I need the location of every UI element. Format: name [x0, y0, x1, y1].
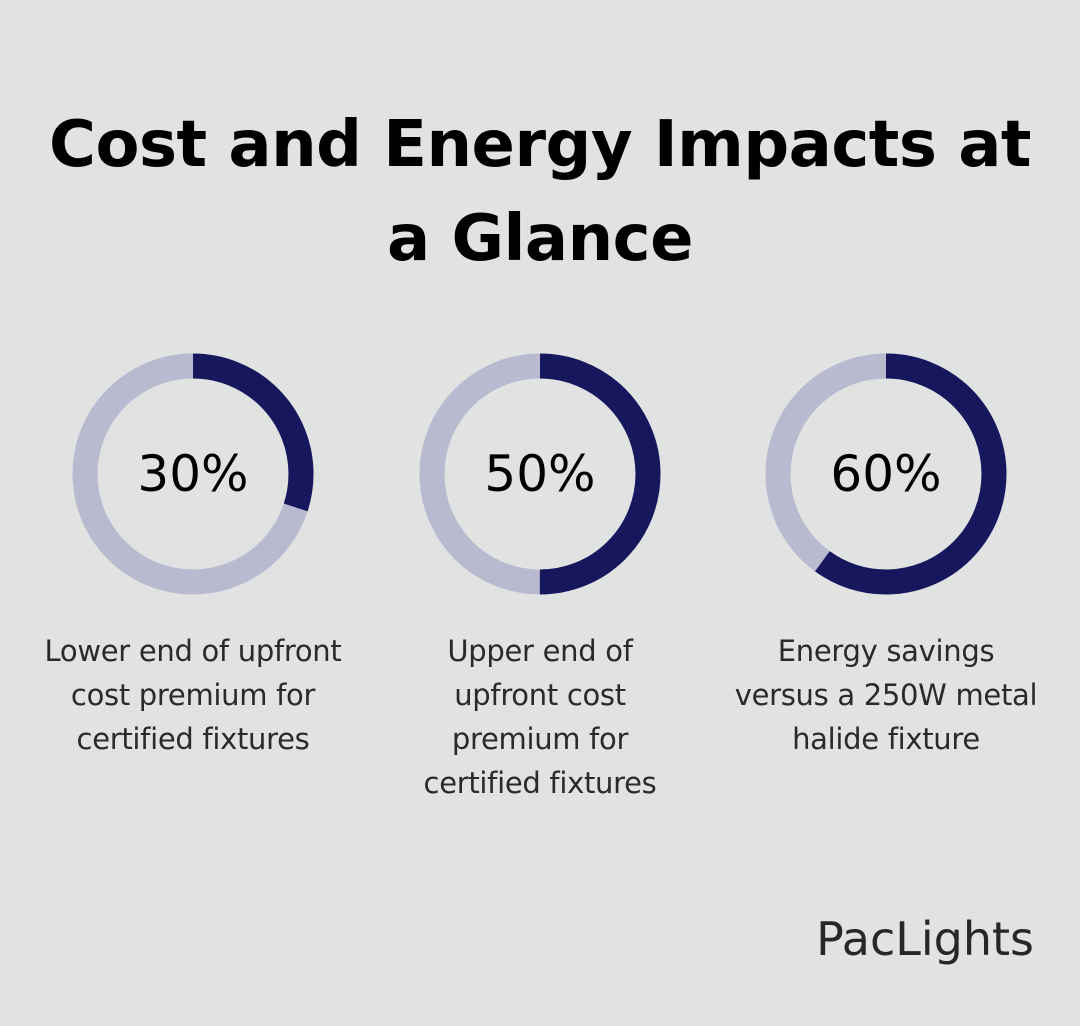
donut-chart: 30% — [72, 353, 314, 595]
stat-card: 30% Lower end of upfront cost premium fo… — [28, 352, 358, 761]
donut-value-arc — [419, 353, 661, 595]
paclights-logo: PacLights — [816, 912, 1034, 966]
donut-value-label: 60% — [830, 445, 941, 503]
donut-value-arc — [765, 353, 1007, 595]
stat-caption: Lower end of upfront cost premium for ce… — [44, 634, 342, 756]
donut-value-label: 30% — [137, 445, 248, 503]
donut-value-label: 50% — [484, 445, 595, 503]
donut-chart: 50% — [419, 353, 661, 595]
stat-card: 50% Upper end of upfront cost premium fo… — [375, 352, 705, 805]
donut-chart: 60% — [765, 353, 1007, 595]
stat-caption: Upper end of upfront cost premium for ce… — [423, 634, 657, 800]
stat-card: 60% Energy savings versus a 250W metal h… — [721, 352, 1051, 761]
stat-caption: Energy savings versus a 250W metal halid… — [734, 634, 1038, 756]
page-title: Cost and Energy Impacts at a Glance — [49, 108, 1032, 276]
donut-value-arc — [72, 353, 314, 595]
